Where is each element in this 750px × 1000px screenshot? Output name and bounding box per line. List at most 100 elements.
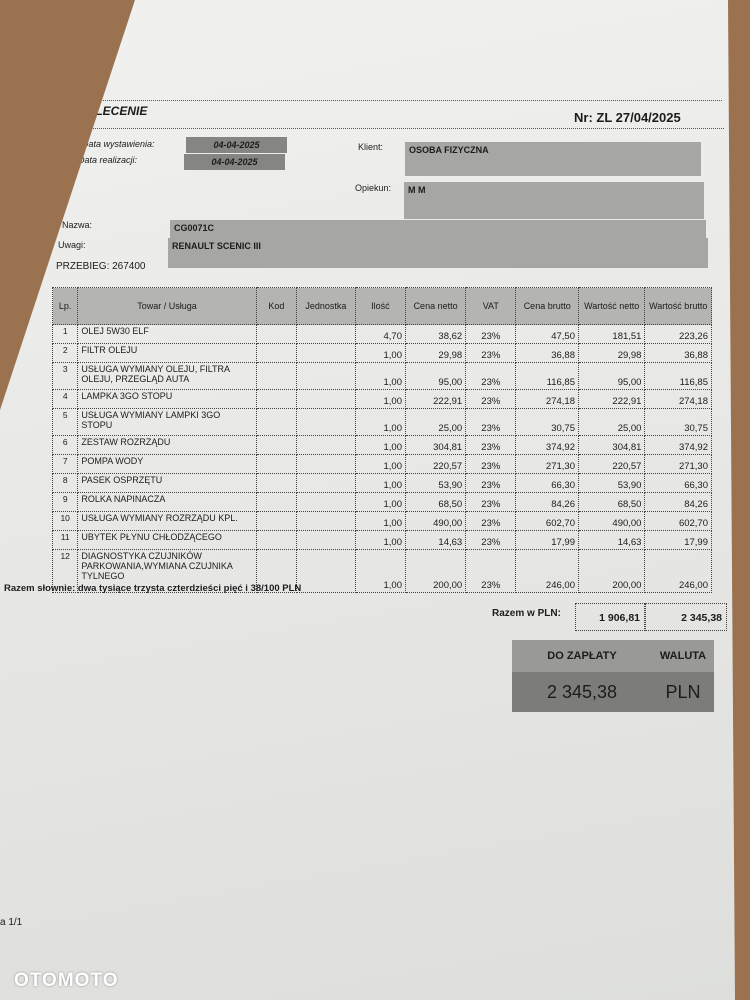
code-cell bbox=[255, 549, 297, 593]
table-row: 7 POMPA WODY 1,00 220,57 23% 271,30 220,57 271,… bbox=[51, 454, 712, 474]
table-row: 5 USŁUGA WYMIANY LAMPKI 3GO STOPU 1,00 25,0… bbox=[51, 408, 712, 436]
vat-cell: 23% bbox=[465, 435, 517, 455]
code-cell bbox=[255, 454, 297, 474]
unit-cell bbox=[295, 389, 356, 409]
client-value: OSOBA FIZYCZNA bbox=[405, 142, 701, 176]
lp-cell: 7 bbox=[51, 454, 79, 474]
code-cell bbox=[255, 511, 297, 531]
document-title: ZLECENIE bbox=[88, 104, 148, 118]
table-row: 8 PASEK OSPRZĘTU 1,00 53,90 23% 66,30 53,90 66,… bbox=[51, 473, 712, 493]
gross-value-cell: 223,26 bbox=[644, 324, 712, 344]
code-cell bbox=[255, 324, 297, 344]
gross-value-cell: 66,30 bbox=[644, 473, 712, 493]
gross-value-cell: 602,70 bbox=[644, 511, 712, 531]
net-price-cell: 14,63 bbox=[404, 530, 467, 550]
net-value-cell: 181,51 bbox=[577, 324, 646, 344]
notes-value: RENAULT SCENIC III bbox=[168, 238, 708, 268]
quantity-cell: 4,70 bbox=[354, 324, 406, 344]
column-header: Lp. bbox=[51, 287, 79, 325]
quantity-cell: 1,00 bbox=[354, 362, 406, 390]
table-row: 9 ROLKA NAPINACZA 1,00 68,50 23% 84,26 68,50 84… bbox=[51, 492, 712, 512]
net-price-cell: 200,00 bbox=[404, 549, 467, 593]
name-value: CG0071C bbox=[170, 220, 706, 238]
issue-date-value: 04-04-2025 bbox=[186, 137, 287, 153]
lp-cell: 11 bbox=[51, 530, 79, 550]
item-name-cell: OLEJ 5W30 ELF bbox=[77, 324, 257, 344]
net-price-cell: 29,98 bbox=[404, 343, 467, 363]
column-header: Wartość brutto bbox=[644, 287, 712, 325]
unit-cell bbox=[295, 549, 356, 593]
gross-price-cell: 30,75 bbox=[515, 408, 579, 436]
item-name-cell: USŁUGA WYMIANY LAMPKI 3GO STOPU bbox=[77, 408, 257, 436]
vat-cell: 23% bbox=[465, 343, 517, 363]
table-row: 12 DIAGNOSTYKA CZUJNIKÓW PARKOWANIA,WYMIA… bbox=[51, 549, 712, 593]
unit-cell bbox=[295, 492, 356, 512]
gross-value-cell: 36,88 bbox=[644, 343, 712, 363]
quantity-cell: 1,00 bbox=[354, 492, 406, 512]
code-cell bbox=[255, 343, 297, 363]
guardian-label: Opiekun: bbox=[355, 183, 392, 193]
gross-value-cell: 30,75 bbox=[644, 408, 712, 436]
otomoto-watermark: OTOMOTO bbox=[14, 970, 119, 991]
unit-cell bbox=[295, 362, 356, 390]
quantity-cell: 1,00 bbox=[354, 473, 406, 493]
net-price-cell: 53,90 bbox=[404, 473, 467, 493]
gross-value-cell: 374,92 bbox=[644, 435, 712, 455]
code-cell bbox=[255, 362, 297, 390]
net-value-cell: 25,00 bbox=[577, 408, 646, 436]
quantity-cell: 1,00 bbox=[354, 530, 406, 550]
table-row: 10 USŁUGA WYMIANY ROZRZĄDU KPL. 1,00 490,00… bbox=[51, 511, 712, 531]
item-name-cell: USŁUGA WYMIANY OLEJU, FILTRA OLEJU, PRZE… bbox=[77, 362, 257, 390]
amount-due-value: 2 345,38 bbox=[512, 672, 652, 712]
column-header: Kod bbox=[255, 287, 297, 325]
realization-date-value: 04-04-2025 bbox=[184, 154, 285, 170]
unit-cell bbox=[295, 511, 356, 531]
lp-cell: 12 bbox=[51, 549, 79, 593]
table-row: 1 OLEJ 5W30 ELF 4,70 38,62 23% 47,50 181,51 223… bbox=[51, 324, 712, 344]
net-value-cell: 53,90 bbox=[577, 473, 646, 493]
net-value-cell: 200,00 bbox=[577, 549, 646, 593]
amount-due-label: DO ZAPŁATY bbox=[512, 640, 652, 672]
vat-cell: 23% bbox=[465, 473, 517, 493]
column-header: Cena netto bbox=[404, 287, 467, 325]
gross-price-cell: 84,26 bbox=[515, 492, 579, 512]
vat-cell: 23% bbox=[465, 324, 517, 344]
quantity-cell: 1,00 bbox=[354, 549, 406, 593]
divider bbox=[92, 100, 722, 101]
unit-cell bbox=[295, 454, 356, 474]
column-header: Cena brutto bbox=[515, 287, 579, 325]
mileage: PRZEBIEG: 267400 bbox=[56, 261, 146, 272]
item-name-cell: ZESTAW ROZRZĄDU bbox=[77, 435, 257, 455]
code-cell bbox=[255, 473, 297, 493]
gross-value-cell: 274,18 bbox=[644, 389, 712, 409]
net-value-cell: 220,57 bbox=[577, 454, 646, 474]
code-cell bbox=[255, 435, 297, 455]
item-name-cell: USŁUGA WYMIANY ROZRZĄDU KPL. bbox=[77, 511, 257, 531]
vat-cell: 23% bbox=[465, 511, 517, 531]
item-name-cell: UBYTEK PŁYNU CHŁODZĄCEGO bbox=[77, 530, 257, 550]
unit-cell bbox=[295, 435, 356, 455]
lp-cell: 2 bbox=[51, 343, 79, 363]
lp-cell: 8 bbox=[51, 473, 79, 493]
net-value-cell: 95,00 bbox=[577, 362, 646, 390]
gross-price-cell: 271,30 bbox=[515, 454, 579, 474]
code-cell bbox=[255, 492, 297, 512]
issue-date-label: Data wystawienia: bbox=[82, 139, 155, 149]
gross-price-cell: 116,85 bbox=[515, 362, 579, 390]
quantity-cell: 1,00 bbox=[354, 389, 406, 409]
gross-value-cell: 17,99 bbox=[644, 530, 712, 550]
items-table: Lp. Towar / Usługa Kod Jednostka Ilość Cena n… bbox=[51, 287, 712, 593]
gross-price-cell: 17,99 bbox=[515, 530, 579, 550]
quantity-cell: 1,00 bbox=[354, 435, 406, 455]
item-name-cell: POMPA WODY bbox=[77, 454, 257, 474]
vat-cell: 23% bbox=[465, 454, 517, 474]
code-cell bbox=[255, 389, 297, 409]
net-price-cell: 304,81 bbox=[404, 435, 467, 455]
vat-cell: 23% bbox=[465, 362, 517, 390]
unit-cell bbox=[295, 343, 356, 363]
table-row: 11 UBYTEK PŁYNU CHŁODZĄCEGO 1,00 14,63 23% 17… bbox=[51, 530, 712, 550]
net-value-cell: 222,91 bbox=[577, 389, 646, 409]
item-name-cell: LAMPKA 3GO STOPU bbox=[77, 389, 257, 409]
table-row: 4 LAMPKA 3GO STOPU 1,00 222,91 23% 274,18 222,… bbox=[51, 389, 712, 409]
